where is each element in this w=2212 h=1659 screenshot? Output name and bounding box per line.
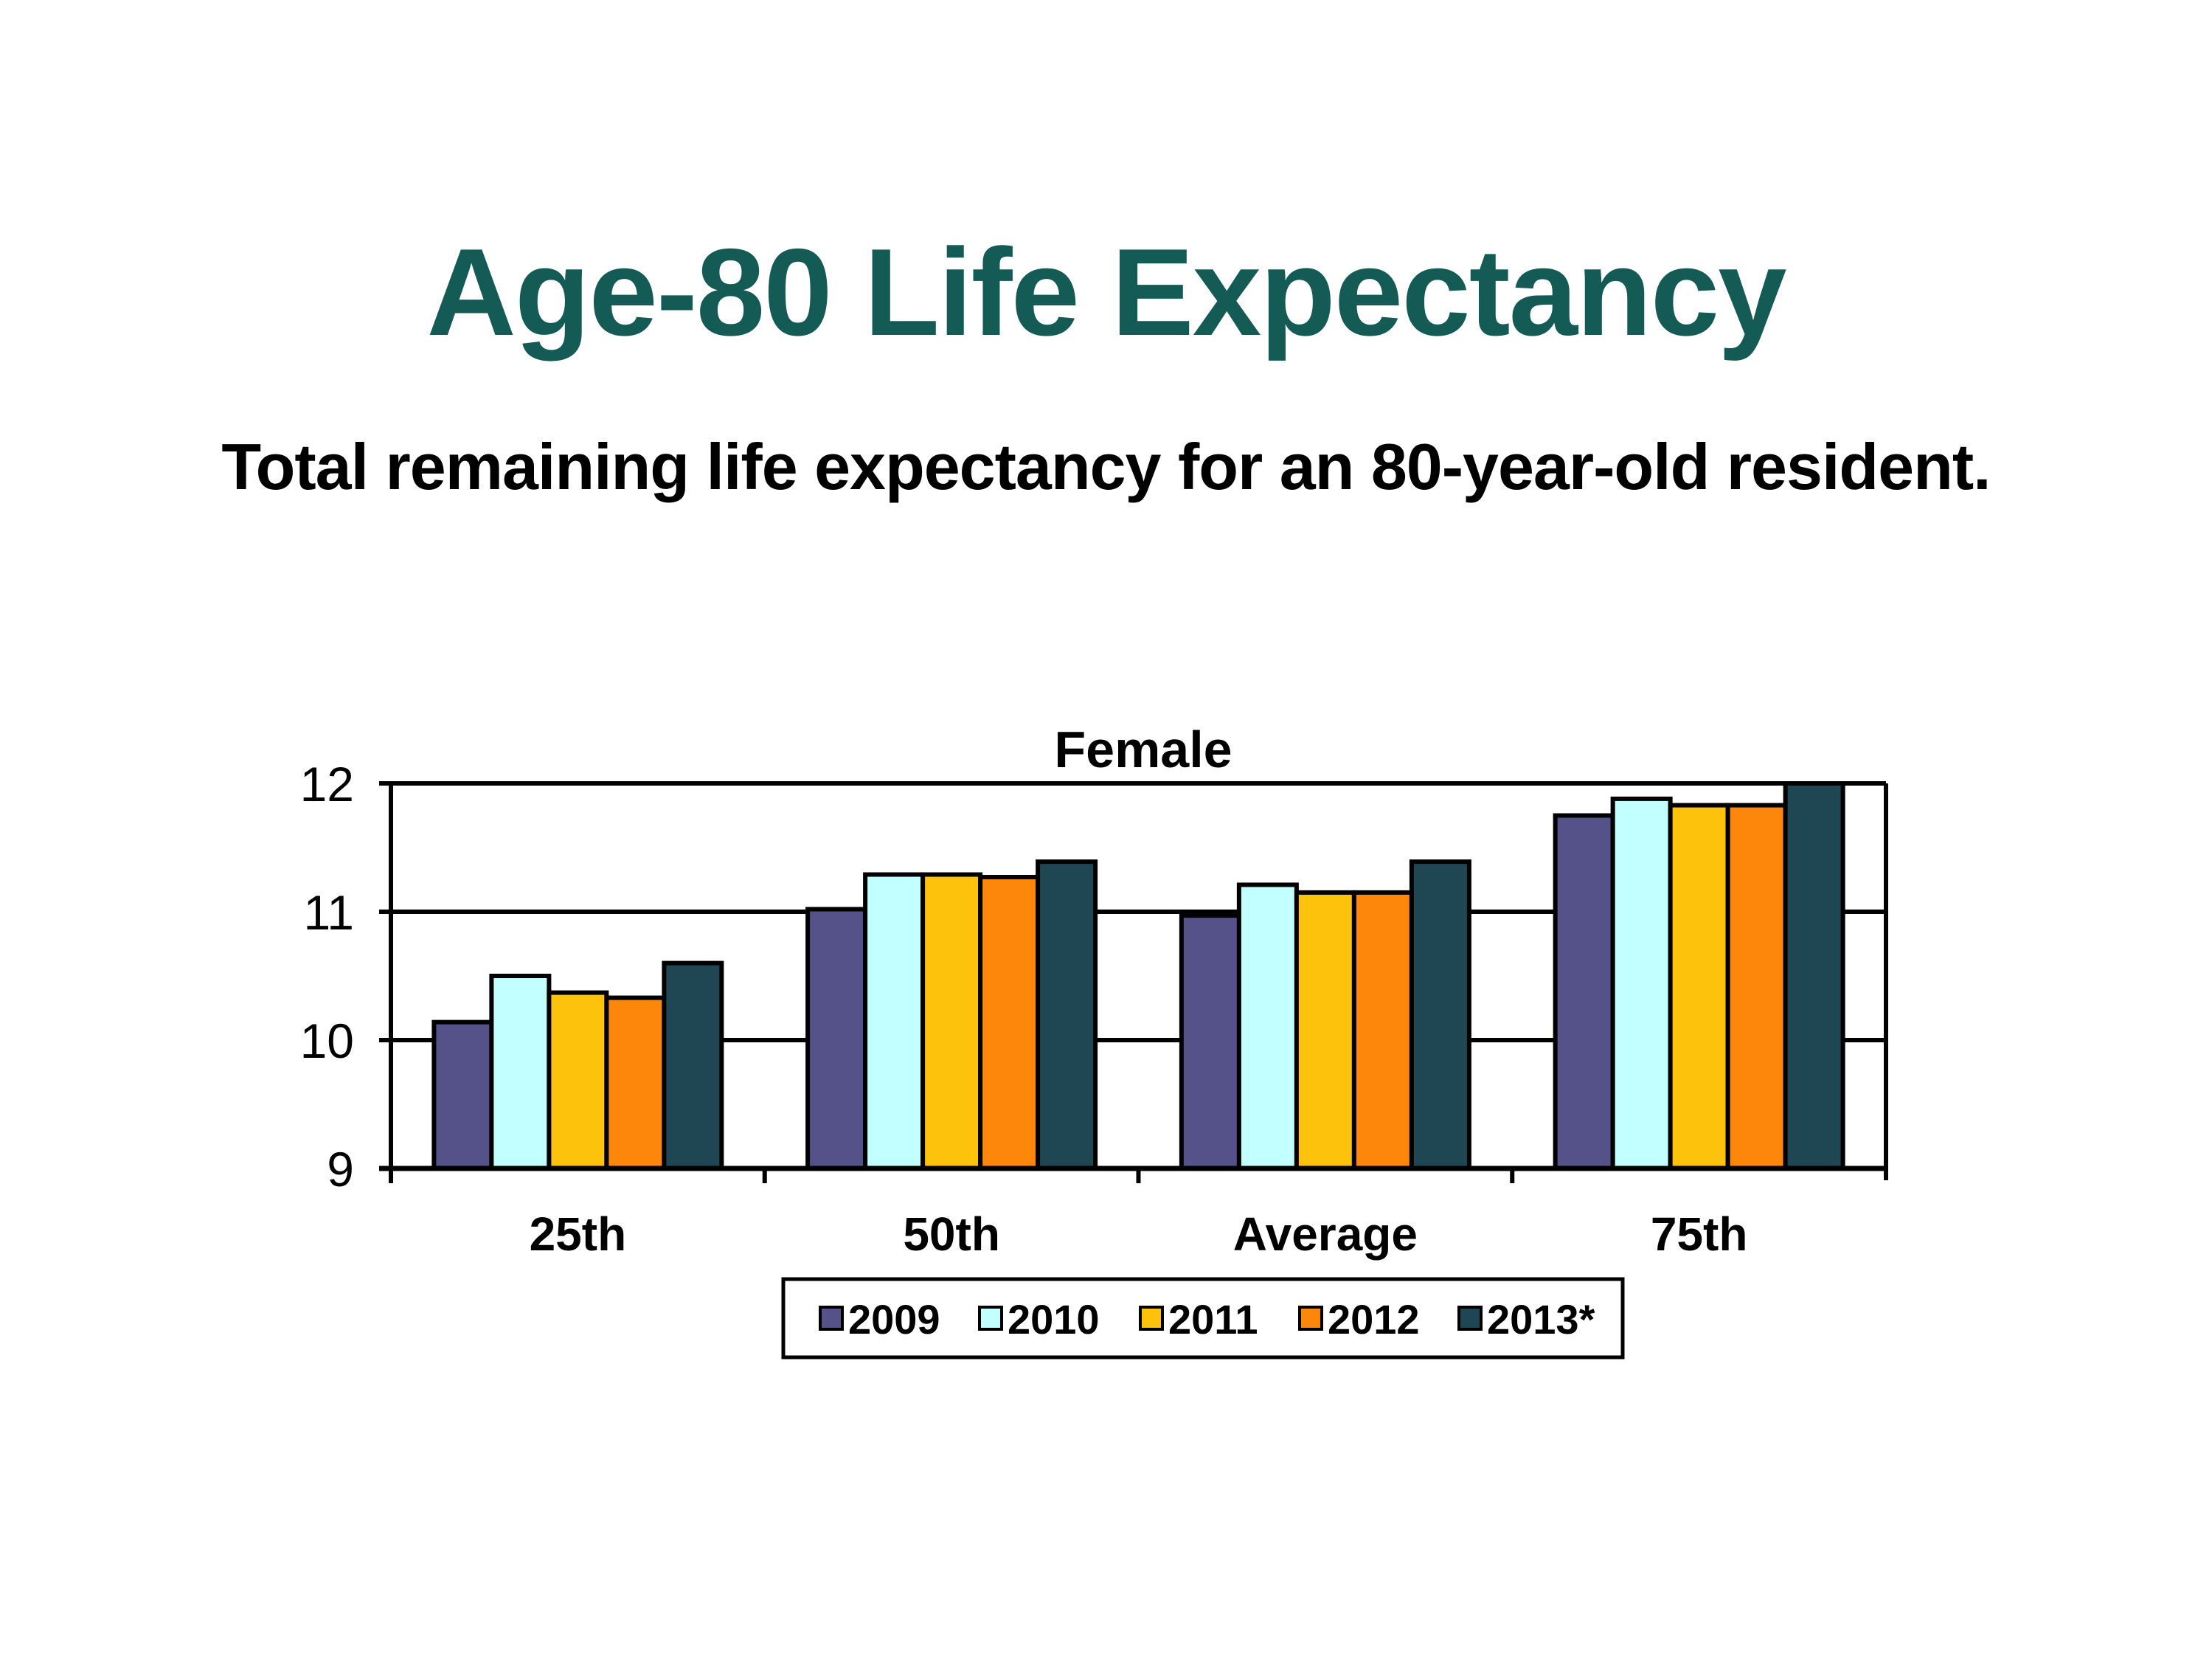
bar-2012-75th	[1725, 803, 1788, 1171]
bar-2010-average	[1236, 882, 1299, 1171]
bar-2012-50th	[978, 875, 1041, 1171]
legend-label-2012: 2012	[1328, 1296, 1420, 1343]
bar-2009-75th	[1553, 813, 1615, 1171]
bar-2013-average	[1409, 859, 1471, 1171]
y-tick-label: 9	[327, 1142, 354, 1196]
bar-2013-75th	[1783, 781, 1845, 1171]
bar-2013-50th	[1036, 859, 1098, 1171]
legend-swatch-2010	[978, 1306, 1003, 1331]
bar-2010-50th	[863, 872, 926, 1171]
x-tick-label: 25th	[530, 1208, 627, 1261]
x-tick-label: 75th	[1651, 1208, 1748, 1261]
bar-2009-25th	[431, 1019, 494, 1171]
bar-2010-75th	[1610, 796, 1673, 1171]
bar-2011-average	[1294, 890, 1356, 1171]
bar-2011-75th	[1668, 803, 1730, 1171]
legend-box	[781, 1277, 1625, 1360]
chart-title: Female	[1054, 721, 1232, 778]
x-tick-label: Average	[1233, 1208, 1418, 1261]
bar-2011-25th	[547, 990, 609, 1171]
x-tick-label: 50th	[903, 1208, 1000, 1261]
bar-2013-25th	[662, 960, 724, 1171]
y-tick-label: 12	[300, 757, 354, 811]
legend-label-2010: 2010	[1008, 1296, 1100, 1343]
bar-2011-50th	[920, 872, 983, 1171]
y-tick-label: 11	[303, 885, 354, 940]
page-subtitle: Total remaining life expectancy for an 8…	[221, 430, 1991, 503]
legend-label-2011: 2011	[1168, 1296, 1258, 1343]
legend-swatch-2009	[819, 1306, 844, 1331]
legend-swatch-2011	[1139, 1306, 1164, 1331]
y-tick-label: 10	[300, 1014, 354, 1068]
legend-swatch-2012	[1298, 1306, 1323, 1331]
legend: 2009 2010 2011 2012 2013*	[781, 1277, 1625, 1360]
bar-2012-average	[1351, 890, 1414, 1171]
legend-swatch-2013	[1457, 1306, 1483, 1331]
bar-2012-25th	[604, 995, 667, 1171]
bar-2009-average	[1179, 913, 1241, 1171]
bar-2010-25th	[489, 974, 552, 1171]
bar-2009-50th	[805, 907, 868, 1171]
page-title: Age-80 Life Expectancy	[426, 223, 1786, 361]
legend-label-2013: 2013*	[1487, 1296, 1595, 1343]
legend-label-2009: 2009	[848, 1296, 940, 1343]
